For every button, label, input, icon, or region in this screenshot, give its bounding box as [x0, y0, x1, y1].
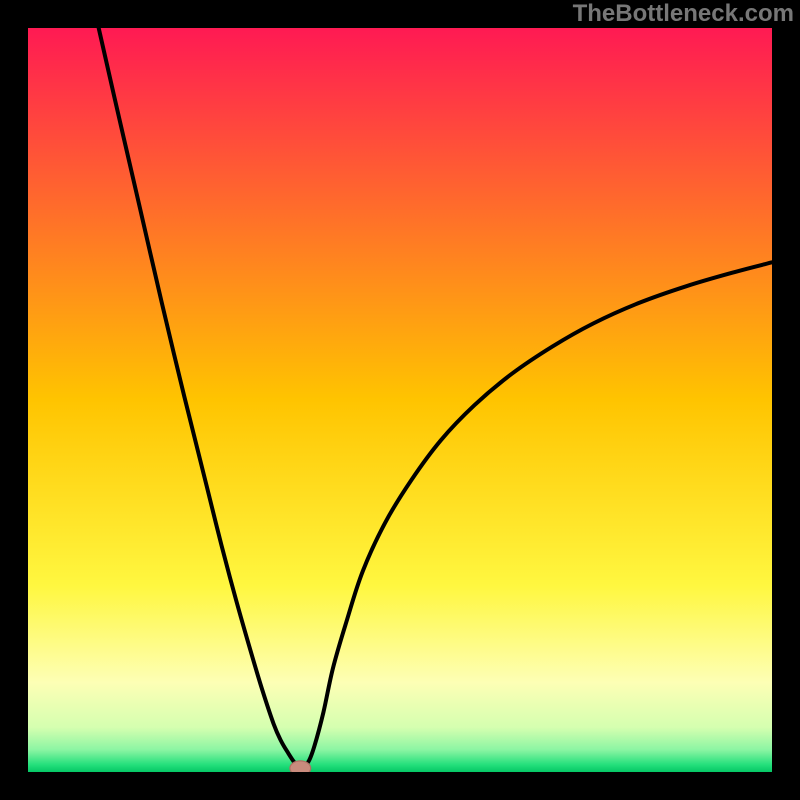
bottleneck-chart [28, 28, 772, 772]
gradient-background [28, 28, 772, 772]
plot-area [28, 28, 772, 772]
watermark-text: TheBottleneck.com [573, 0, 794, 28]
chart-frame: TheBottleneck.com [0, 0, 800, 800]
optimal-point-marker [290, 761, 311, 772]
